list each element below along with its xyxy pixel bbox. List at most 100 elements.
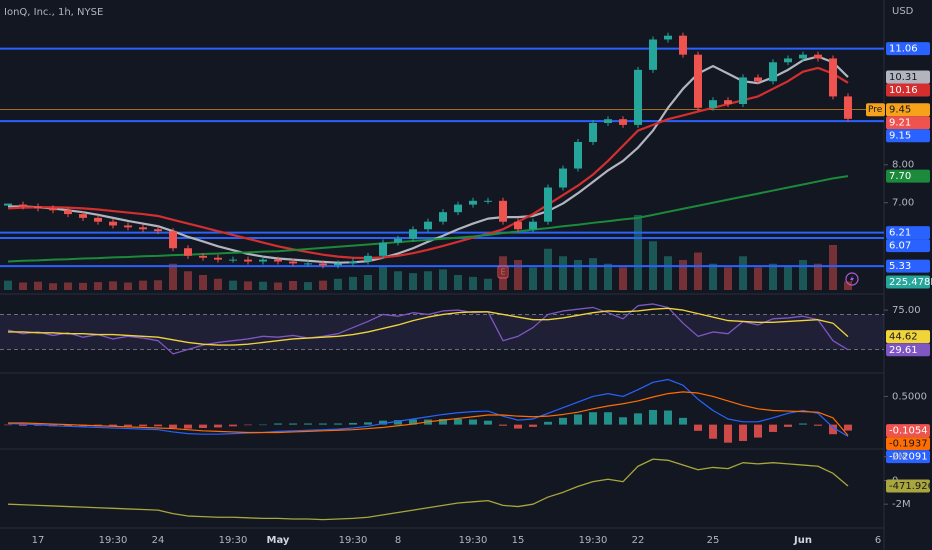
candle <box>169 231 177 249</box>
volume-bar <box>289 281 297 290</box>
y-tick-label: 7.00 <box>892 198 914 209</box>
volume-bar <box>799 260 807 290</box>
x-tick-label: 22 <box>632 535 645 546</box>
candle <box>304 263 312 265</box>
histogram-bar <box>739 424 747 441</box>
histogram-bar <box>589 412 597 425</box>
candle <box>544 187 552 222</box>
candle <box>274 259 282 262</box>
price-label-box <box>886 330 930 344</box>
candle <box>199 255 207 258</box>
candle <box>409 229 417 239</box>
volume-bar <box>769 263 777 290</box>
series-line <box>8 55 849 264</box>
earnings-box <box>497 265 509 279</box>
histogram-bar <box>439 418 447 425</box>
candle <box>739 77 747 105</box>
volume-bar <box>634 215 642 290</box>
volume-bar <box>304 282 312 290</box>
histogram-bar <box>274 423 282 425</box>
x-tick-label: 19:30 <box>579 535 608 546</box>
series-line <box>8 307 849 346</box>
histogram-bar <box>784 424 792 427</box>
volume-bar <box>439 269 447 290</box>
histogram-bar <box>454 418 462 425</box>
candle <box>364 255 372 262</box>
candle <box>814 54 822 59</box>
volume-bar <box>469 276 477 290</box>
candle <box>829 58 837 97</box>
x-tick-label: 8 <box>395 535 401 546</box>
price-label: 11.06 <box>889 44 918 55</box>
candle <box>229 259 237 261</box>
price-label-box <box>886 116 930 130</box>
histogram-bar <box>769 424 777 432</box>
candle <box>439 212 447 222</box>
volume-bar <box>724 267 732 290</box>
volume-bar <box>424 271 432 290</box>
x-tick-label: 15 <box>512 535 525 546</box>
price-label: 6.21 <box>889 228 911 239</box>
chart-title: IonQ, Inc., 1h, NYSE <box>4 7 103 18</box>
candle <box>634 69 642 125</box>
histogram-bar <box>379 420 387 425</box>
volume-bar <box>364 275 372 290</box>
histogram-bar <box>334 423 342 425</box>
histogram-bar <box>814 424 822 426</box>
price-label: 10.16 <box>889 85 918 96</box>
candle <box>484 200 492 202</box>
histogram-bar <box>529 424 537 427</box>
candle <box>799 54 807 59</box>
price-label: 10.31 <box>889 72 918 83</box>
candle <box>319 263 327 266</box>
histogram-bar <box>109 424 117 427</box>
price-label-box <box>886 437 930 451</box>
price-label: 9.45 <box>889 105 911 116</box>
x-tick-label: 19:30 <box>459 535 488 546</box>
candle <box>844 96 852 119</box>
x-tick-label: 19:30 <box>219 535 248 546</box>
candle <box>619 119 627 125</box>
volume-bar <box>409 273 417 290</box>
histogram-bar <box>709 424 717 439</box>
y-tick-label: 8.00 <box>892 160 914 171</box>
candle <box>184 248 192 256</box>
histogram-bar <box>319 423 327 425</box>
price-label-box <box>886 83 930 97</box>
candle <box>559 168 567 188</box>
volume-bar <box>94 282 102 290</box>
x-tick-label: 19:30 <box>339 535 368 546</box>
volume-bar <box>124 282 132 290</box>
candle <box>64 210 72 215</box>
histogram-bar <box>544 421 552 425</box>
candle <box>109 221 117 226</box>
volume-bar <box>829 245 837 290</box>
volume-bar <box>529 267 537 290</box>
price-label-box <box>886 42 930 56</box>
volume-bar <box>754 267 762 290</box>
y-tick-label: 75.00 <box>892 305 921 316</box>
histogram-bar <box>484 420 492 425</box>
histogram-bar <box>229 424 237 427</box>
volume-bar <box>64 282 72 290</box>
candle <box>454 204 462 213</box>
candle <box>604 119 612 123</box>
candle <box>154 229 162 232</box>
pre-box <box>866 103 885 117</box>
candle <box>334 263 342 266</box>
volume-bar <box>604 263 612 290</box>
candle <box>289 261 297 264</box>
candle <box>94 217 102 222</box>
volume-bar <box>379 265 387 290</box>
series-line <box>7 66 849 260</box>
volume-bar <box>484 278 492 290</box>
pre-label: Pre <box>868 105 883 115</box>
candle <box>424 221 432 230</box>
volume-bar <box>664 256 672 290</box>
series-line <box>7 175 849 263</box>
candle <box>79 214 87 218</box>
volume-bar <box>559 256 567 290</box>
price-label: -0.1054 <box>889 426 928 437</box>
price-label-box <box>886 103 930 117</box>
volume-bar <box>499 256 507 290</box>
